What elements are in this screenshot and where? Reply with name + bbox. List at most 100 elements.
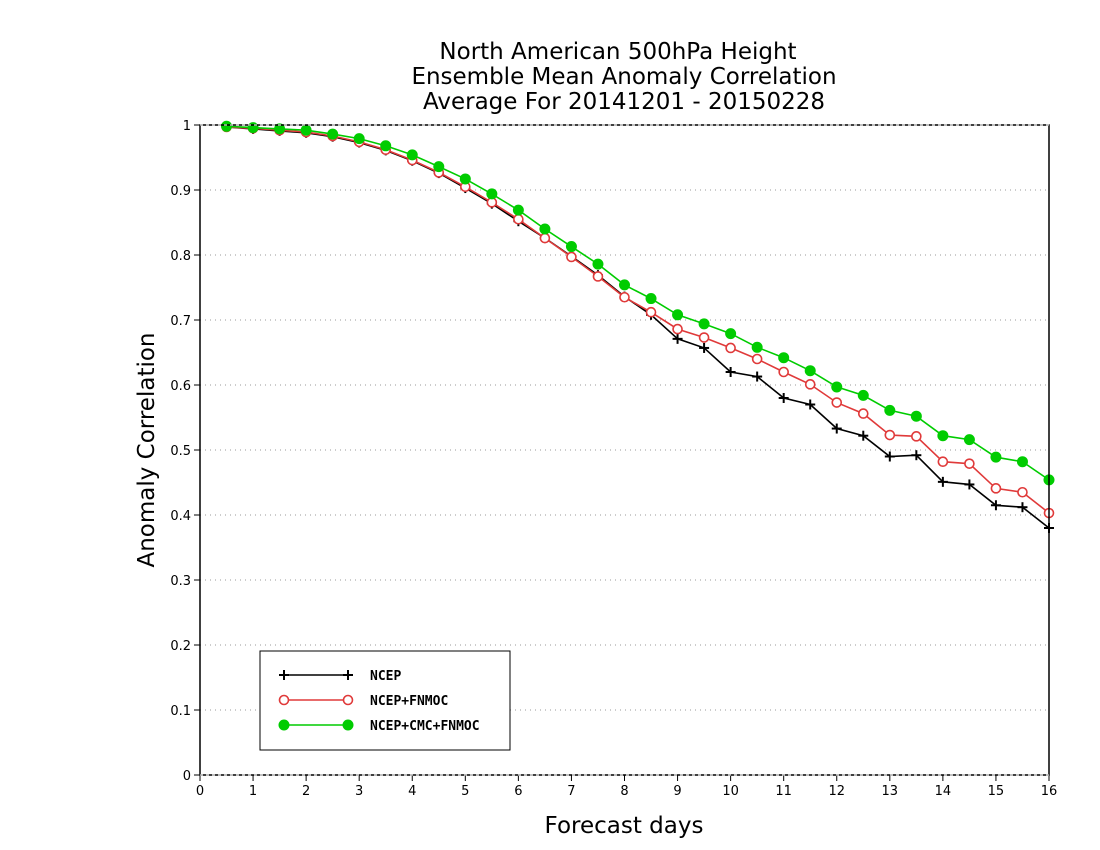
x-tick-label: 13 <box>882 784 899 799</box>
chart-title-line-3: Average For 20141201 - 20150228 <box>423 89 825 115</box>
data-point <box>937 476 948 487</box>
legend-marker <box>342 694 354 706</box>
data-point <box>221 120 233 132</box>
data-point <box>911 450 922 461</box>
y-tick-label: 0.3 <box>170 574 191 589</box>
x-tick-label: 2 <box>302 784 310 799</box>
data-point <box>699 342 710 353</box>
x-tick-label: 15 <box>988 784 1005 799</box>
data-point <box>858 430 869 441</box>
x-axis-title: Forecast days <box>545 813 704 839</box>
legend-marker <box>279 670 289 680</box>
series-layer <box>221 120 1055 533</box>
x-tick-label: 7 <box>567 784 575 799</box>
data-point <box>406 149 418 161</box>
y-tick-label: 0.2 <box>170 639 191 654</box>
data-point <box>619 279 630 291</box>
legend-marker <box>342 719 354 731</box>
data-point <box>831 381 843 393</box>
series-0 <box>221 121 1054 533</box>
data-point <box>725 328 737 340</box>
legend-marker <box>278 719 290 731</box>
data-point <box>698 332 710 343</box>
data-point <box>831 397 843 408</box>
y-axis-ticks: 0 0.1 0.2 0.3 0.4 0.5 0.6 0.7 0.8 0.9 1 <box>170 119 200 784</box>
x-tick-label: 0 <box>196 784 204 799</box>
legend-items: NCEP NCEP+FNMOC NCEP+CMC+FNMOC <box>278 669 480 734</box>
data-point <box>565 241 577 253</box>
legend-label: NCEP+FNMOC <box>370 694 448 709</box>
y-tick-label: 0.1 <box>170 704 191 719</box>
data-point <box>884 451 895 462</box>
data-point <box>512 204 524 216</box>
legend-item: NCEP <box>279 669 401 684</box>
data-point <box>937 430 949 442</box>
series-1 <box>221 121 1055 519</box>
data-point <box>990 483 1002 494</box>
data-point <box>910 410 922 422</box>
legend-item: NCEP+FNMOC <box>278 694 448 709</box>
data-point <box>592 258 604 270</box>
data-point <box>964 479 975 490</box>
data-point <box>539 223 551 235</box>
x-tick-label: 1 <box>249 784 257 799</box>
x-tick-label: 6 <box>514 784 522 799</box>
legend-marker <box>278 694 290 706</box>
data-point <box>592 271 604 282</box>
x-tick-label: 12 <box>828 784 845 799</box>
data-point <box>804 379 816 390</box>
data-point <box>964 458 975 469</box>
y-tick-label: 0.8 <box>170 249 191 264</box>
data-point <box>752 371 763 382</box>
data-point <box>619 291 630 303</box>
x-axis-ticks: 0 1 2 3 4 5 6 7 8 9 10 11 12 13 14 15 16 <box>196 775 1057 799</box>
data-point <box>778 352 790 364</box>
data-point <box>751 353 763 365</box>
y-tick-label: 0.7 <box>170 314 191 329</box>
data-point <box>513 213 524 225</box>
chart-title-line-1: North American 500hPa Height <box>439 39 796 65</box>
data-point <box>751 341 763 353</box>
legend-label: NCEP+CMC+FNMOC <box>370 719 480 734</box>
x-tick-label: 9 <box>673 784 681 799</box>
x-tick-label: 5 <box>461 784 469 799</box>
data-point <box>778 366 789 378</box>
y-tick-label: 0 <box>183 769 191 784</box>
data-point <box>645 293 657 305</box>
data-point <box>990 451 1002 463</box>
data-point <box>884 429 896 441</box>
x-tick-label: 4 <box>408 784 416 799</box>
data-point <box>486 188 498 200</box>
x-tick-label: 16 <box>1041 784 1058 799</box>
x-tick-label: 11 <box>775 784 792 799</box>
data-point <box>725 342 736 354</box>
data-point <box>1017 486 1028 498</box>
data-point <box>566 251 577 263</box>
data-point <box>698 318 710 330</box>
data-point <box>831 423 842 434</box>
data-point <box>884 404 896 416</box>
data-point <box>725 367 736 377</box>
x-tick-label: 8 <box>620 784 628 799</box>
data-point <box>805 399 816 410</box>
data-point <box>1016 456 1028 468</box>
data-point <box>963 434 975 446</box>
series-line <box>226 125 1050 481</box>
legend: NCEP NCEP+FNMOC NCEP+CMC+FNMOC <box>259 650 511 751</box>
data-point <box>274 123 286 135</box>
y-tick-label: 0.4 <box>170 509 191 524</box>
x-tick-label: 14 <box>935 784 952 799</box>
data-point <box>433 161 445 173</box>
chart-title-line-2: Ensemble Mean Anomaly Correlation <box>411 64 836 90</box>
data-point <box>911 431 922 442</box>
data-point <box>857 389 869 401</box>
data-point <box>353 133 365 145</box>
grid-lines <box>200 189 1049 711</box>
data-point <box>645 306 657 318</box>
data-point <box>672 323 683 335</box>
y-tick-label: 1 <box>183 119 191 134</box>
legend-item: NCEP+CMC+FNMOC <box>278 719 480 734</box>
data-point <box>857 408 869 419</box>
x-tick-label: 3 <box>355 784 363 799</box>
data-point <box>539 232 551 244</box>
